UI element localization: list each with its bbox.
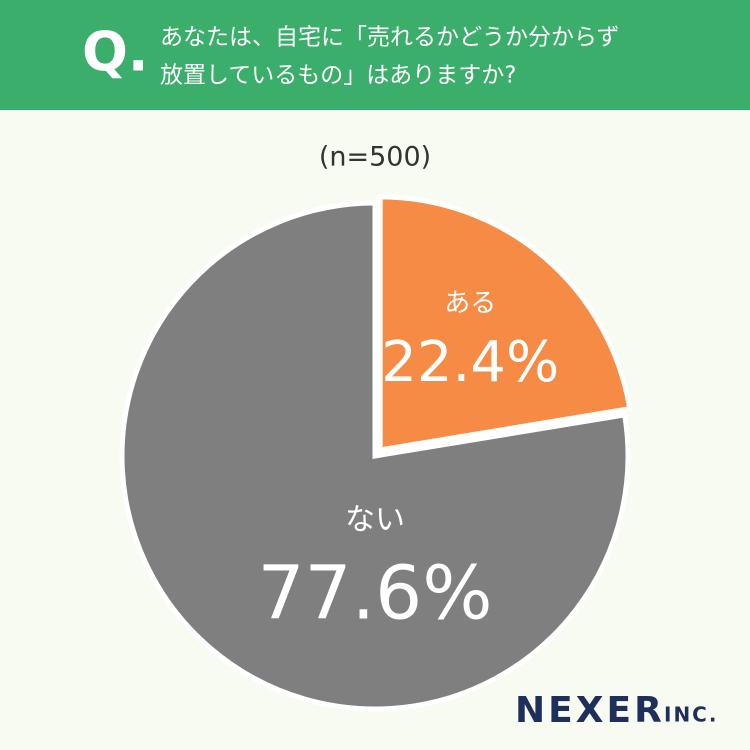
category-label: ない <box>345 503 405 538</box>
slice <box>377 194 633 453</box>
header <box>0 0 750 110</box>
logo-suffix: INC. <box>664 703 718 727</box>
question-mark: Q. <box>82 21 148 84</box>
title-line: あなたは、自宅に「売れるかどうか分からず <box>160 25 620 51</box>
subtitle: (n=500) <box>319 142 431 173</box>
title-line: 放置しているもの」はありますか? <box>160 63 517 89</box>
slice <box>119 200 631 712</box>
category-label: ある <box>444 288 496 318</box>
logo: NEXER <box>515 690 665 731</box>
value-label: 22.4% <box>381 330 559 395</box>
labels: ある 22.4% ない 77.6% <box>257 288 559 636</box>
pie <box>119 194 633 712</box>
value-label: 77.6% <box>257 551 492 637</box>
